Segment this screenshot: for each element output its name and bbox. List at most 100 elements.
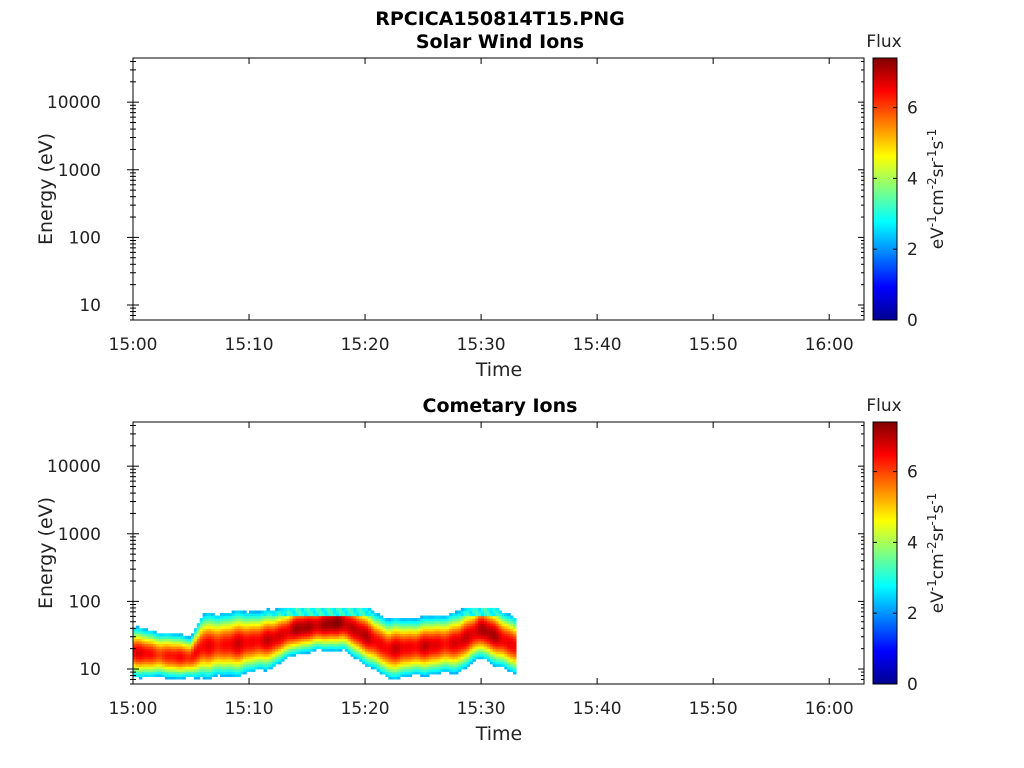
flux-cell bbox=[460, 638, 465, 642]
flux-cell bbox=[463, 607, 468, 612]
flux-cell bbox=[484, 653, 488, 657]
flux-cell bbox=[367, 623, 372, 627]
flux-cell bbox=[460, 663, 465, 667]
flux-cell bbox=[443, 623, 447, 627]
flux-cell bbox=[513, 633, 517, 637]
flux-cell bbox=[272, 663, 276, 667]
flux-cell bbox=[492, 663, 497, 667]
flux-cell bbox=[463, 653, 468, 657]
flux-cell bbox=[501, 615, 505, 619]
flux-cell bbox=[376, 620, 381, 624]
flux-cell bbox=[208, 635, 212, 639]
flux-cell bbox=[263, 645, 268, 650]
flux-cell bbox=[295, 607, 299, 612]
flux-cell bbox=[408, 653, 413, 657]
flux-cell bbox=[486, 653, 491, 657]
flux-cell bbox=[362, 630, 366, 634]
flux-cell bbox=[220, 620, 224, 624]
flux-cell bbox=[312, 635, 317, 639]
flux-cell bbox=[295, 610, 299, 614]
flux-cell bbox=[336, 640, 340, 645]
flux-cell bbox=[501, 658, 505, 662]
flux-cell bbox=[164, 633, 169, 637]
flux-cell bbox=[443, 635, 447, 639]
flux-cell bbox=[365, 615, 369, 619]
flux-cell bbox=[280, 640, 285, 645]
flux-cell bbox=[333, 620, 337, 624]
flux-cell bbox=[423, 673, 427, 677]
flux-cell bbox=[417, 638, 421, 642]
flux-cell bbox=[307, 613, 311, 617]
flux-cell bbox=[176, 635, 181, 639]
flux-cell bbox=[312, 615, 317, 619]
flux-cell bbox=[408, 668, 413, 672]
flux-cell bbox=[365, 613, 369, 617]
flux-cell bbox=[275, 658, 279, 662]
flux-cell bbox=[280, 613, 285, 617]
flux-cell bbox=[457, 661, 462, 665]
flux-cell bbox=[501, 656, 505, 660]
flux-cell bbox=[513, 648, 517, 652]
flux-cell bbox=[228, 673, 233, 677]
flux-cell bbox=[469, 656, 473, 660]
flux-cell bbox=[405, 645, 410, 650]
flux-cell bbox=[411, 618, 415, 622]
flux-cell bbox=[327, 613, 331, 617]
flux-cell bbox=[501, 651, 505, 655]
flux-cell bbox=[275, 625, 279, 629]
flux-cell bbox=[280, 633, 285, 637]
flux-cell bbox=[257, 630, 262, 634]
flux-cell bbox=[396, 663, 401, 667]
flux-cell bbox=[382, 635, 386, 639]
flux-cell bbox=[414, 630, 418, 634]
flux-cell bbox=[484, 645, 488, 650]
flux-cell bbox=[298, 640, 302, 645]
flux-cell bbox=[449, 640, 453, 645]
flux-cell bbox=[489, 635, 494, 639]
flux-cell bbox=[501, 635, 505, 639]
flux-cell bbox=[266, 666, 270, 670]
flux-cell bbox=[298, 625, 302, 629]
flux-cell bbox=[492, 610, 497, 614]
flux-cell bbox=[498, 620, 502, 624]
flux-cell bbox=[437, 638, 442, 642]
flux-cell bbox=[440, 663, 444, 667]
flux-cell bbox=[402, 653, 407, 657]
flux-cell bbox=[182, 661, 186, 665]
flux-cell bbox=[399, 620, 404, 624]
flux-cell bbox=[173, 640, 178, 645]
flux-cell bbox=[492, 638, 497, 642]
flux-cell bbox=[318, 607, 323, 612]
flux-cell bbox=[431, 668, 436, 672]
flux-cell bbox=[214, 658, 218, 662]
flux-cell bbox=[434, 668, 439, 672]
flux-cell bbox=[359, 623, 363, 627]
flux-cell bbox=[486, 610, 491, 614]
flux-cell bbox=[144, 640, 149, 645]
flux-cell bbox=[231, 658, 236, 662]
flux-cell bbox=[466, 653, 471, 657]
flux-cell bbox=[478, 645, 482, 650]
flux-cell bbox=[454, 663, 459, 667]
flux-cell bbox=[324, 630, 328, 634]
flux-cell bbox=[484, 648, 488, 652]
flux-cell bbox=[133, 640, 137, 645]
flux-cell bbox=[484, 618, 488, 622]
flux-cell bbox=[425, 656, 430, 660]
flux-cell bbox=[208, 676, 212, 680]
flux-cell bbox=[344, 648, 349, 652]
flux-cell bbox=[309, 607, 314, 612]
flux-cell bbox=[280, 625, 285, 629]
flux-cell bbox=[344, 638, 349, 642]
flux-cell bbox=[446, 653, 450, 657]
flux-cell bbox=[263, 661, 268, 665]
flux-cell bbox=[489, 656, 494, 660]
flux-cell bbox=[402, 656, 407, 660]
flux-cell bbox=[469, 625, 473, 629]
flux-cell bbox=[234, 653, 239, 657]
flux-cell bbox=[460, 625, 465, 629]
flux-cell bbox=[298, 623, 302, 627]
flux-cell bbox=[309, 645, 314, 650]
flux-cell bbox=[167, 666, 172, 670]
